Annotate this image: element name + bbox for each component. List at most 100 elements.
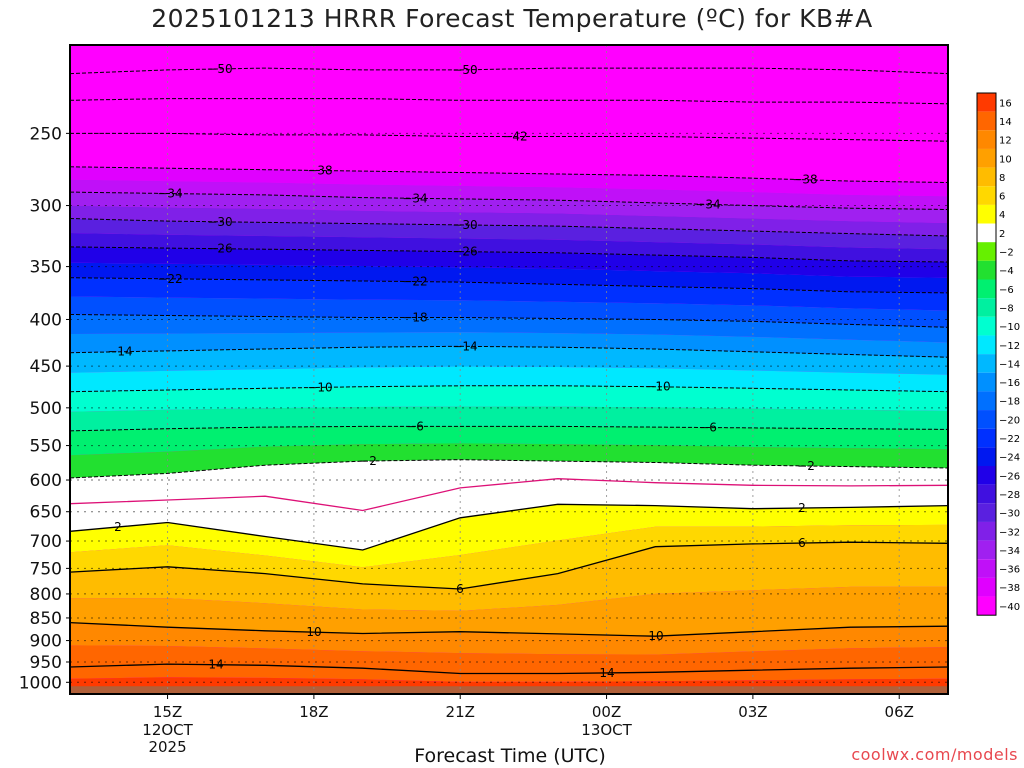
temperature-band [70,205,948,236]
colorbar-label: −24 [999,453,1020,464]
colorbar-swatch [977,372,996,392]
y-tick-label: 650 [30,503,62,523]
isotherm-label: 6 [456,582,464,596]
temperature-band [70,645,948,674]
colorbar-label: −22 [999,434,1020,445]
colorbar-swatch [977,93,996,112]
colorbar-swatch [977,298,996,317]
freezing-line [69,478,949,512]
temperature-band [70,150,948,183]
temperature-band [70,192,948,223]
temperature-band [70,218,948,250]
temperature-band [70,277,948,311]
temperature-band [70,233,948,262]
isotherm-label: −2 [359,454,377,468]
colorbar-swatch [977,447,996,466]
x-tick-label: 15Z [153,703,182,721]
colorbar-swatch [977,111,996,131]
x-tick-date: 12OCT [142,721,193,739]
y-tick-label: 550 [30,437,62,457]
isotherm-label: −26 [452,245,477,259]
temperature-band [70,83,948,104]
temperature-band [70,478,948,550]
temperature-band [70,166,948,197]
isotherm-label: −22 [402,275,427,289]
isotherm-label: −30 [452,218,477,232]
y-tick-label: 1000 [19,673,62,693]
isotherm-line [69,541,949,590]
temperature-band [70,116,948,142]
colorbar-swatch [977,167,996,187]
colorbar-label: 2 [999,229,1005,240]
y-tick-label: 300 [30,197,62,217]
isotherm-line [69,385,949,393]
y-tick-label: 500 [30,399,62,419]
isotherm-label: −34 [695,197,720,211]
temperature-band [70,664,948,682]
colorbar-swatch [977,279,996,299]
temperature-band [70,622,948,655]
isotherm-label: −10 [645,380,670,394]
isotherm-line [69,663,949,675]
chart-title: 2025101213 HRRR Forecast Temperature (ºC… [151,4,873,33]
colorbar-label: −6 [999,285,1014,296]
isotherm-line [69,246,949,263]
colorbar-swatch [977,577,996,597]
temperature-band [70,366,948,392]
colorbar-swatch [977,335,996,355]
isotherm-label: −6 [406,419,424,433]
colorbar-swatch [977,503,996,522]
colorbar-label: −32 [999,527,1020,538]
colorbar-swatch [977,428,996,448]
isotherm-label: −10 [307,380,332,394]
temperature-band [70,443,948,478]
temperature-band [70,406,948,431]
isotherm-label: −38 [792,173,817,187]
colorbar-swatch [977,466,996,485]
temperature-band [70,68,948,89]
isotherm-line [69,98,949,105]
y-tick-label: 950 [30,653,62,673]
colorbar-label: −40 [999,602,1020,613]
source-credit[interactable]: coolwx.com/models [851,745,1018,764]
isotherm-label: −50 [207,62,232,76]
colorbar-swatch [977,596,996,616]
x-tick-label: 18Z [299,703,328,721]
temperature-band [70,314,948,343]
colorbar-label: 14 [999,117,1012,128]
colorbar-label: −10 [999,322,1020,333]
colorbar-swatch [977,559,996,578]
temperature-band [70,262,948,293]
isotherm-line [69,459,949,479]
colorbar-label: −18 [999,397,1020,408]
isotherm-label: −14 [452,339,477,353]
colorbar-label: −8 [999,303,1014,314]
isotherm-label: −34 [402,191,427,205]
y-tick-label: 450 [30,357,62,377]
isotherm-label: 14 [599,666,614,680]
colorbar-swatch [977,148,996,168]
x-axis-label: Forecast Time (UTC) [414,745,606,767]
x-tick-label: 21Z [446,703,475,721]
isotherm-label: −14 [107,345,132,359]
isotherm-line [69,503,949,551]
colorbar-label: −20 [999,415,1020,426]
isotherm-label: 14 [208,658,223,672]
x-tick-label: 06Z [885,703,914,721]
plot-frame [69,44,949,695]
isotherm-line [69,621,949,637]
colorbar-swatch [977,260,996,280]
colorbar-swatch [977,242,996,261]
isotherm-line [69,218,949,237]
y-tick-label: 600 [30,471,62,491]
isotherm-line [69,425,949,432]
isotherm-line [69,277,949,294]
colorbar-swatch [977,204,996,224]
isotherm-label: −26 [207,242,232,256]
isotherm-line [70,132,949,142]
y-tick-label: 800 [30,585,62,605]
colorbar-label: −38 [999,583,1020,594]
colorbar-frame [976,92,997,616]
isotherm-label: −6 [699,421,717,435]
